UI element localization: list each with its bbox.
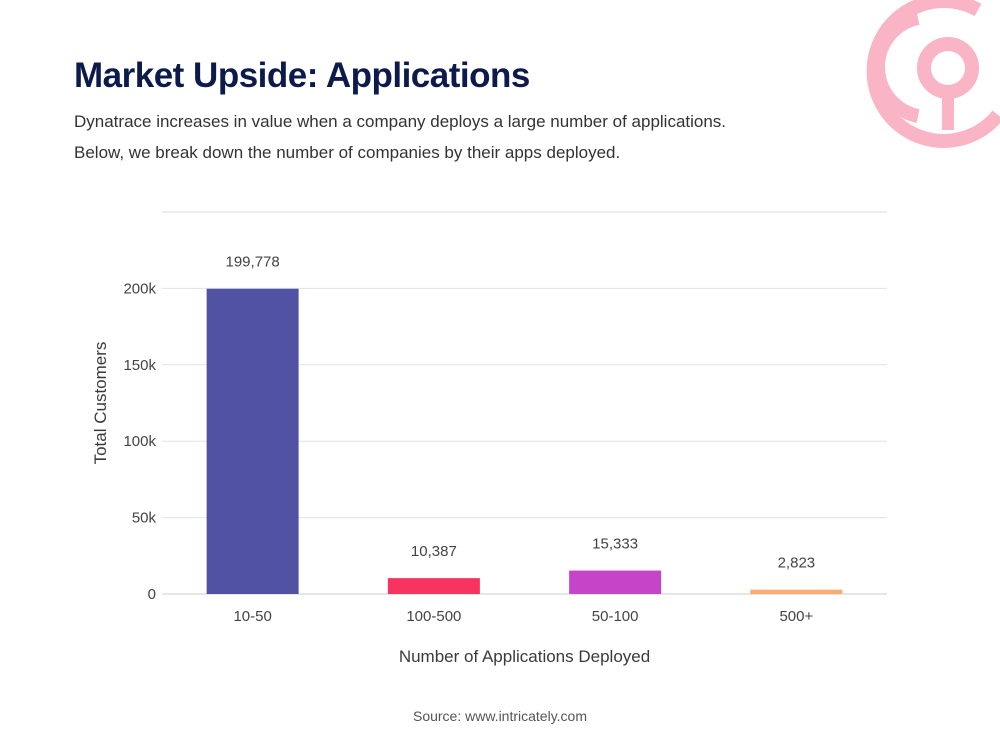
data-label: 2,823 [778,555,816,572]
x-tick-label: 10-50 [233,608,271,625]
y-tick-label: 100k [123,433,156,450]
data-label: 10,387 [411,543,457,560]
page-subtitle: Dynatrace increases in value when a comp… [74,106,834,168]
x-tick-label: 100-500 [406,608,461,625]
bar [206,288,299,594]
bar [569,570,662,594]
data-label: 199,778 [226,254,280,271]
target-pin-logo-icon [866,0,1000,148]
y-tick-label: 200k [123,280,156,297]
x-axis-title: Number of Applications Deployed [399,647,650,666]
page-title: Market Upside: Applications [74,56,530,95]
y-tick-label: 50k [132,510,157,527]
y-tick-label: 0 [148,586,156,603]
x-tick-label: 500+ [779,608,813,625]
y-axis-title: Total Customers [91,342,110,465]
x-tick-label: 50-100 [592,608,639,625]
bar [387,578,480,594]
bar [750,589,843,594]
subtitle-line-2: Below, we break down the number of compa… [74,143,621,162]
data-label: 15,333 [592,536,638,553]
subtitle-line-1: Dynatrace increases in value when a comp… [74,112,727,131]
y-tick-label: 150k [123,357,156,374]
source-note: Source: www.intricately.com [412,708,587,724]
